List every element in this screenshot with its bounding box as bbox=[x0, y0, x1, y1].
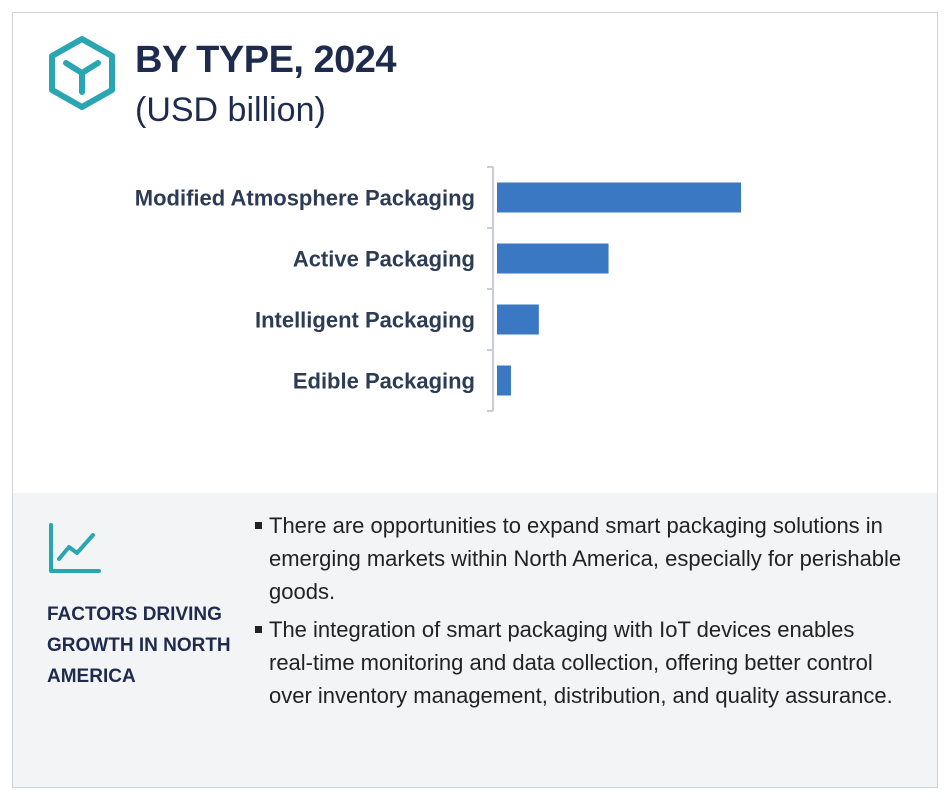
bullet-square-icon bbox=[255, 626, 262, 633]
category-label: Intelligent Packaging bbox=[255, 308, 475, 333]
trend-line-icon bbox=[49, 523, 101, 573]
category-label: Edible Packaging bbox=[293, 369, 475, 394]
category-label: Active Packaging bbox=[293, 247, 475, 272]
infographic-card: BY TYPE, 2024 (USD billion) Modified Atm… bbox=[12, 12, 938, 788]
bar bbox=[497, 365, 511, 396]
bar bbox=[497, 304, 539, 335]
bar bbox=[497, 182, 741, 213]
factor-bullet: The integration of smart packaging with … bbox=[253, 613, 903, 712]
chart-title: BY TYPE, 2024 bbox=[135, 39, 397, 81]
bar-chart: Modified Atmosphere Packaging Active Pack… bbox=[135, 166, 741, 412]
factor-text: There are opportunities to expand smart … bbox=[269, 513, 902, 604]
factor-text: The integration of smart packaging with … bbox=[269, 617, 893, 708]
cube-icon bbox=[49, 36, 115, 110]
factors-list: There are opportunities to expand smart … bbox=[253, 509, 903, 717]
chart-subtitle: (USD billion) bbox=[135, 91, 326, 129]
factors-title: FACTORS DRIVING GROWTH IN NORTH AMERICA bbox=[47, 604, 231, 687]
factor-bullet: There are opportunities to expand smart … bbox=[253, 509, 903, 608]
bar bbox=[497, 243, 609, 274]
bullet-square-icon bbox=[255, 522, 262, 529]
category-label: Modified Atmosphere Packaging bbox=[135, 186, 475, 211]
factors-panel: FACTORS DRIVING GROWTH IN NORTH AMERICA … bbox=[13, 493, 937, 787]
